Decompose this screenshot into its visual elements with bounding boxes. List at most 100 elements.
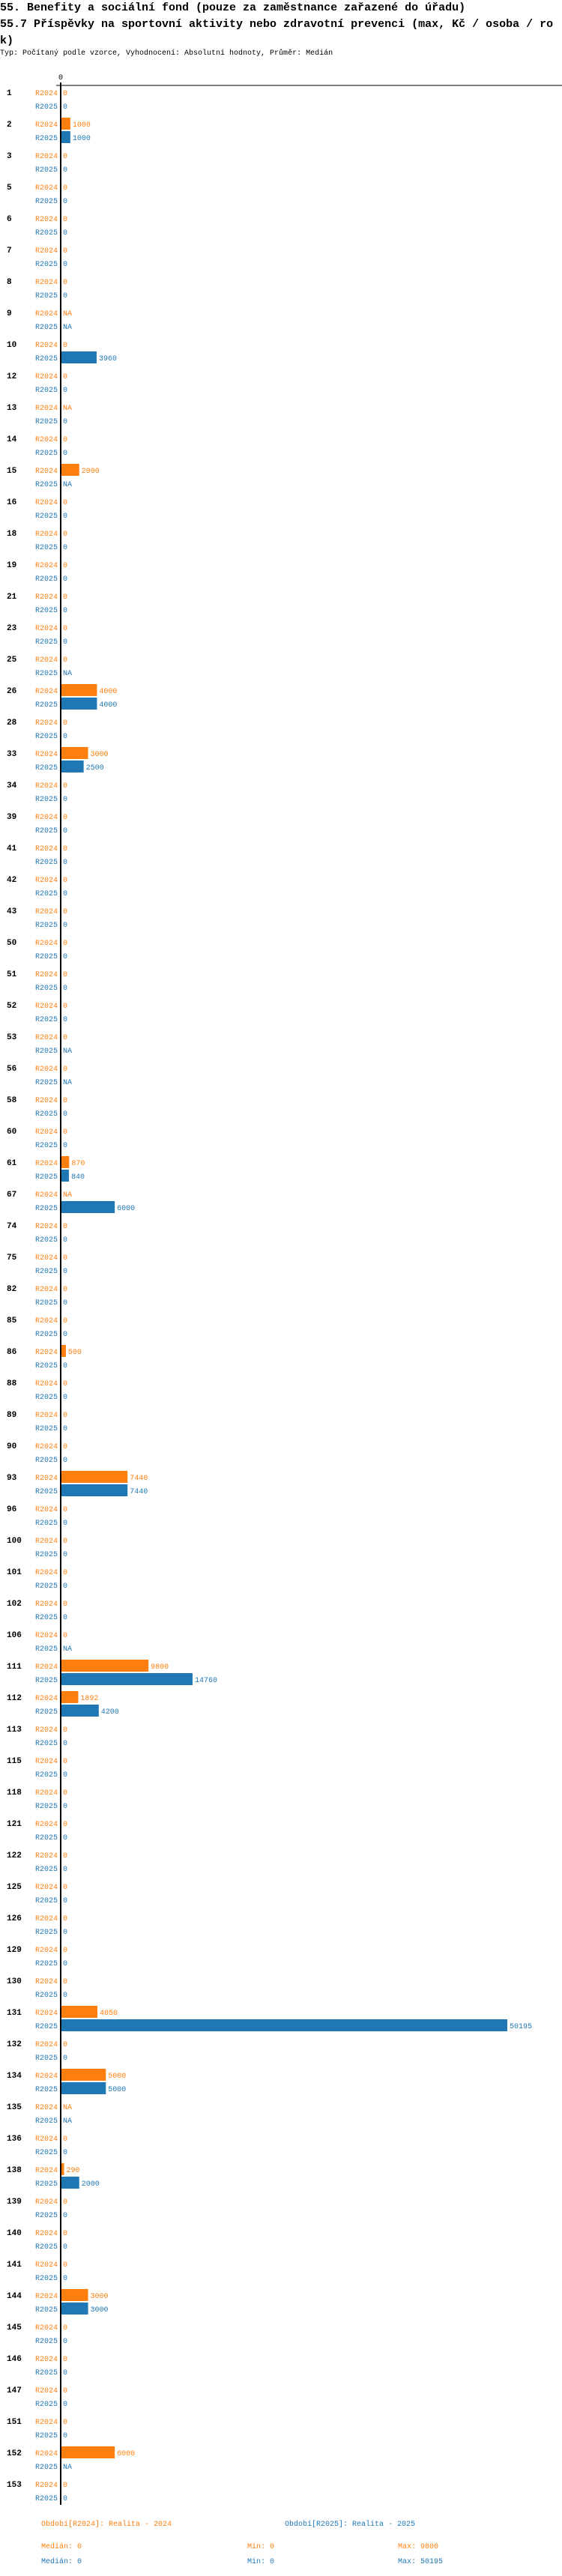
category-label: 141 [7,2261,22,2270]
series-label: R2024 [35,373,58,381]
data-label: NA [63,310,72,318]
bar-r2025 [61,351,97,363]
data-label: NA [63,2117,72,2126]
category-label: 26 [7,687,16,696]
series-label: R2025 [35,387,58,395]
data-label: 0 [63,575,67,584]
data-label: 0 [63,890,67,898]
category-label: 2 [7,121,12,130]
bar-r2025 [61,761,84,773]
data-label: 50195 [510,2023,532,2031]
category-label: 67 [7,1191,16,1200]
data-label: 0 [63,2243,67,2252]
series-label: R2024 [35,1947,58,1955]
category-label: 121 [7,1820,22,1829]
series-label: R2024 [35,1349,58,1357]
series-label: R2024 [35,2230,58,2238]
data-label: 0 [63,2135,67,2144]
data-label: 1000 [73,135,91,143]
series-label: R2024 [35,625,58,633]
data-label: 0 [63,198,67,206]
data-label: 0 [63,1632,67,1640]
category-label: 140 [7,2229,22,2238]
data-label: 0 [63,1771,67,1780]
category-label: 25 [7,656,17,665]
series-label: R2024 [35,845,58,853]
series-label: R2024 [35,1915,58,1923]
data-label: 14760 [195,1677,217,1685]
series-label: R2025 [35,1016,58,1024]
data-label: 0 [63,638,67,647]
category-label: 100 [7,1537,22,1546]
category-label: 16 [7,498,16,507]
data-label: 0 [63,940,67,948]
data-label: 0 [63,184,67,193]
data-label: 0 [63,418,67,426]
series-label: R2025 [35,2180,58,2189]
category-label: 135 [7,2103,22,2112]
stat-r2024-median: Medián: 0 [41,2543,82,2551]
data-label: 0 [63,530,67,539]
category-label: 39 [7,813,16,822]
series-label: R2024 [35,2261,58,2270]
category-label: 18 [7,530,17,539]
series-label: R2024 [35,1128,58,1137]
series-label: R2024 [35,1097,58,1105]
series-label: R2024 [35,1380,58,1388]
series-label: R2025 [35,827,58,835]
category-label: 19 [7,561,16,570]
category-label: 50 [7,939,16,948]
data-label: 0 [63,845,67,853]
bar-r2024 [61,2446,115,2458]
data-label: 0 [63,877,67,885]
series-label: R2025 [35,166,58,175]
data-label: 0 [63,2419,67,2427]
data-label: NA [63,1047,72,1056]
category-label: 151 [7,2418,22,2427]
series-label: R2024 [35,2135,58,2144]
data-label: 0 [63,2432,67,2440]
series-label: R2025 [35,1331,58,1339]
series-label: R2025 [35,1708,58,1717]
category-label: 147 [7,2386,22,2395]
series-label: R2025 [35,1677,58,1685]
bar-r2024 [61,464,79,476]
series-label: R2024 [35,279,58,287]
series-label: R2024 [35,2419,58,2427]
category-label: 52 [7,1002,16,1011]
series-label: R2024 [35,908,58,916]
data-label: 0 [63,1929,67,1937]
data-label: 0 [63,922,67,930]
stat-r2024-max: Max: 9800 [398,2543,439,2551]
data-label: 0 [63,1960,67,1968]
data-label: 0 [63,1947,67,1955]
series-label: R2025 [35,1803,58,1811]
data-label: 0 [63,1236,67,1245]
series-label: R2024 [35,2010,58,2018]
series-label: R2025 [35,1960,58,1968]
data-label: 500 [68,1349,82,1357]
data-label: 0 [63,607,67,615]
category-label: 53 [7,1033,17,1042]
category-label: 13 [7,404,17,413]
data-label: 0 [63,1582,67,1591]
series-label: R2025 [35,2495,58,2503]
data-label: 0 [63,1614,67,1622]
series-label: R2025 [35,2023,58,2031]
data-label: 0 [63,2482,67,2490]
category-label: 125 [7,1883,22,1892]
stat-r2025-max: Max: 50195 [398,2558,444,2566]
category-label: 134 [7,2072,22,2081]
series-label: R2024 [35,1160,58,1168]
series-label: R2025 [35,2149,58,2157]
category-label: 153 [7,2481,22,2490]
series-label: R2025 [35,953,58,961]
data-label: 3000 [91,751,109,759]
category-label: 89 [7,1411,16,1420]
series-label: R2025 [35,513,58,521]
data-label: 290 [66,2167,79,2175]
data-label: 4000 [99,701,117,710]
series-label: R2025 [35,2275,58,2283]
data-label: 0 [63,1457,67,1465]
category-label: 138 [7,2166,22,2175]
